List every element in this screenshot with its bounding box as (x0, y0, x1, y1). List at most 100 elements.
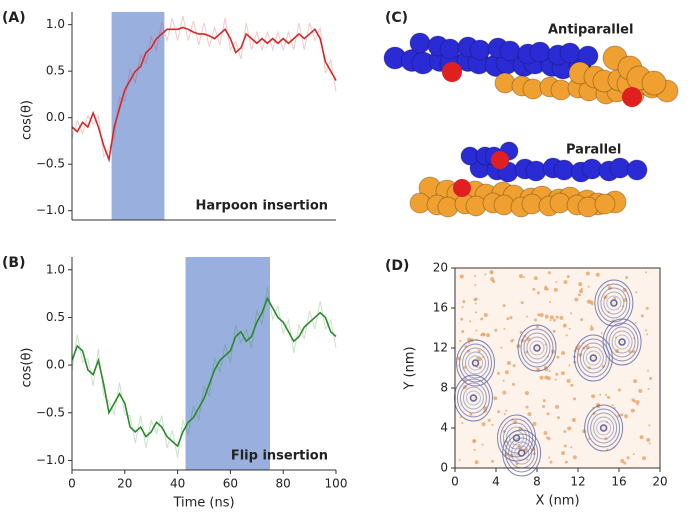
x-tick-label: 12 (570, 475, 585, 489)
contour-ring (502, 429, 542, 477)
contour-ring (517, 324, 557, 372)
contour-ring (576, 338, 610, 378)
density-speck (483, 333, 486, 336)
density-speck (566, 378, 571, 383)
contour-ring (459, 343, 492, 383)
contour-peak (610, 299, 618, 307)
contour-peak (599, 424, 608, 432)
density-speck (474, 460, 479, 465)
atom (453, 179, 471, 197)
contour-ring (597, 283, 631, 323)
density-speck (473, 298, 477, 302)
contour-ring (596, 420, 612, 436)
density-speck (570, 312, 573, 315)
contour-ring (585, 350, 601, 366)
atom (529, 41, 551, 63)
density-speck (591, 303, 594, 306)
density-speck (564, 460, 568, 464)
density-speck (620, 459, 625, 464)
density-speck (579, 289, 584, 294)
density-speck (469, 320, 472, 323)
density-speck (615, 336, 618, 339)
contour-ring (465, 351, 486, 375)
density-speck (561, 451, 566, 456)
density-speck (556, 416, 560, 420)
atom (409, 32, 431, 54)
density-speck (647, 387, 650, 390)
density-speck (549, 315, 554, 320)
density-speck (636, 403, 639, 406)
y-tick-label: 1.0 (46, 17, 65, 31)
contour-ring (587, 408, 621, 448)
density-speck (477, 357, 482, 362)
density-speck (502, 390, 507, 395)
contour-ring (584, 404, 624, 452)
atom (626, 159, 648, 181)
contour-peak (517, 449, 526, 457)
density-speck (554, 378, 557, 381)
density-speck (578, 282, 583, 287)
density-speck (527, 412, 532, 417)
density-speck (555, 372, 559, 376)
contour-ring (456, 378, 490, 418)
contour-ring (505, 433, 539, 473)
annotation: Flip insertion (231, 449, 328, 464)
density-speck (500, 346, 503, 349)
density-speck (532, 421, 537, 426)
density-speck (572, 455, 577, 460)
density-speck (649, 377, 653, 381)
density-speck (478, 365, 482, 369)
density-speck (626, 456, 630, 460)
panel-label: (D) (385, 258, 409, 274)
density-speck (640, 314, 644, 318)
density-speck (624, 414, 629, 419)
density-speck (613, 296, 617, 300)
density-speck (459, 340, 462, 343)
density-speck (563, 280, 568, 285)
density-speck (473, 448, 476, 451)
density-speck (577, 293, 581, 297)
density-speck (635, 400, 640, 405)
density-speck (562, 323, 567, 328)
y-tick-label: 0.0 (46, 358, 65, 372)
y-tick-label: 0 (440, 461, 448, 475)
density-speck (625, 276, 629, 280)
shaded-region (111, 12, 165, 220)
density-speck (539, 375, 544, 380)
density-speck (552, 329, 556, 333)
density-speck (559, 315, 564, 320)
x-tick-label: 8 (533, 475, 541, 489)
density-speck (463, 365, 467, 369)
density-speck (503, 327, 506, 330)
density-speck (578, 344, 581, 347)
density-speck (532, 287, 536, 291)
contour-ring (614, 334, 630, 350)
density-speck (509, 315, 513, 319)
density-speck (573, 397, 577, 401)
density-speck (475, 329, 478, 332)
density-speck (462, 300, 466, 304)
x-tick-label: 0 (68, 477, 76, 491)
atom (499, 40, 521, 62)
line-series (71, 26, 337, 163)
density-speck (512, 338, 515, 341)
density-speck (587, 285, 590, 288)
density-speck (585, 271, 590, 276)
density-speck (496, 371, 500, 375)
density-speck (607, 395, 611, 399)
density-speck (523, 276, 526, 279)
density-speck (510, 339, 514, 343)
contour-ring (611, 330, 633, 354)
contour-peak (589, 354, 598, 362)
density-speck (567, 426, 572, 431)
density-speck (480, 334, 483, 336)
annotation: Harpoon insertion (195, 199, 328, 214)
density-speck (570, 446, 573, 449)
density-speck (571, 418, 576, 423)
contour-ring (602, 318, 642, 366)
x-tick-label: 20 (652, 475, 667, 489)
density-speck (474, 284, 477, 287)
line-series (71, 296, 337, 448)
density-speck (611, 404, 614, 407)
